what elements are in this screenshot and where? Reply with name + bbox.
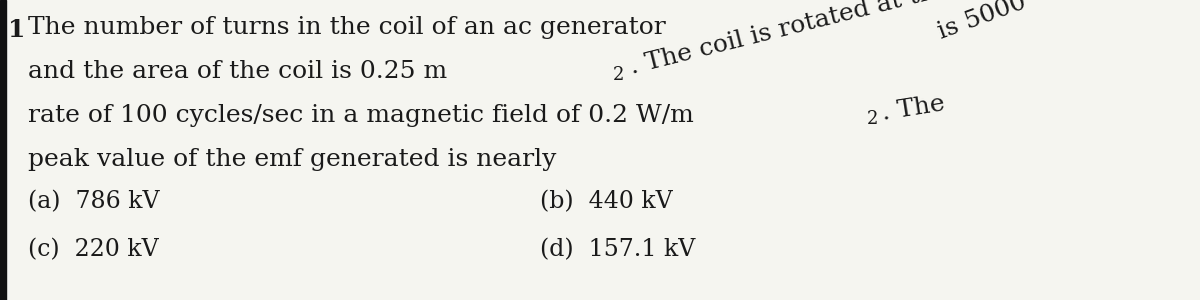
Text: and the area of the coil is 0.25 m: and the area of the coil is 0.25 m — [28, 60, 448, 83]
Text: (a)  786 kV: (a) 786 kV — [28, 190, 160, 213]
Text: 2: 2 — [613, 66, 624, 84]
Text: (d)  157.1 kV: (d) 157.1 kV — [540, 238, 695, 261]
Text: is 5000: is 5000 — [935, 0, 1030, 44]
Text: 2: 2 — [866, 110, 878, 128]
Text: . The coil is rotated at the: . The coil is rotated at the — [628, 0, 952, 79]
Text: 1: 1 — [8, 18, 25, 42]
Text: (b)  440 kV: (b) 440 kV — [540, 190, 673, 213]
Bar — [0, 0, 6, 300]
Text: (c)  220 kV: (c) 220 kV — [28, 238, 158, 261]
Text: The number of turns in the coil of an ac generator: The number of turns in the coil of an ac… — [28, 16, 666, 39]
Text: peak value of the emf generated is nearly: peak value of the emf generated is nearl… — [28, 148, 557, 171]
Text: rate of 100 cycles/sec in a magnetic field of 0.2 W/m: rate of 100 cycles/sec in a magnetic fie… — [28, 104, 694, 127]
Text: . The: . The — [880, 92, 947, 125]
